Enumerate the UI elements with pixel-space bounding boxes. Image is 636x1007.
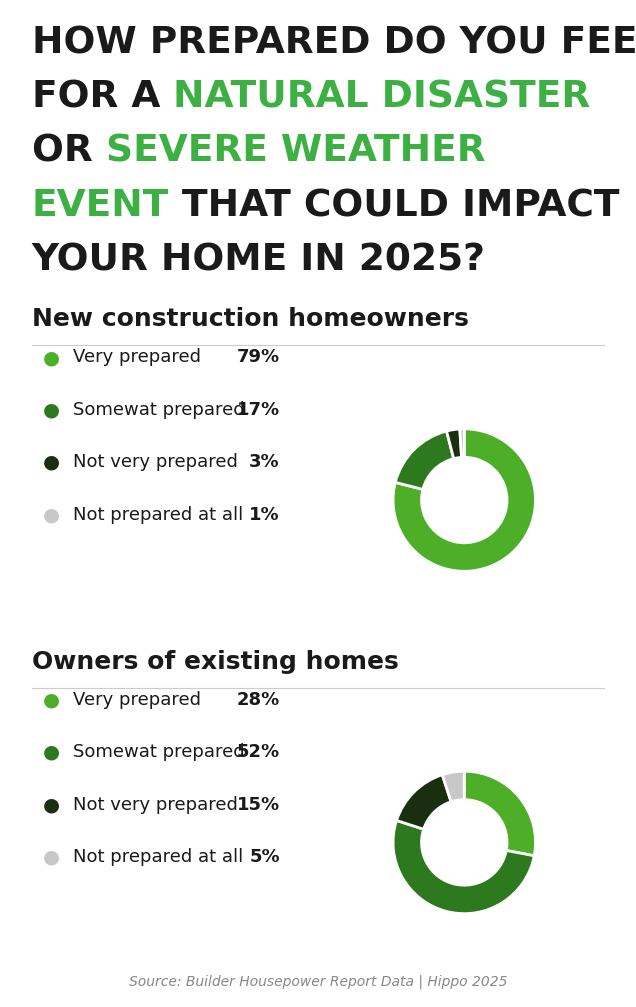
Text: FOR A: FOR A — [32, 80, 173, 116]
Wedge shape — [393, 821, 534, 913]
Text: Very prepared: Very prepared — [73, 348, 201, 367]
Text: HOW PREPARED DO YOU FEEL: HOW PREPARED DO YOU FEEL — [32, 25, 636, 61]
Text: 17%: 17% — [237, 401, 280, 419]
Text: 5%: 5% — [249, 848, 280, 866]
Wedge shape — [396, 774, 451, 829]
Text: Somewat prepared: Somewat prepared — [73, 401, 245, 419]
Text: ●: ● — [43, 691, 59, 709]
Wedge shape — [442, 771, 464, 802]
Text: 28%: 28% — [237, 691, 280, 709]
Text: EVENT: EVENT — [32, 188, 169, 225]
Text: SEVERE WEATHER: SEVERE WEATHER — [106, 134, 485, 170]
Text: ●: ● — [43, 453, 59, 471]
Wedge shape — [446, 429, 462, 458]
Text: 79%: 79% — [237, 348, 280, 367]
Wedge shape — [460, 429, 464, 457]
Text: OR: OR — [32, 134, 106, 170]
Text: YOUR HOME IN 2025?: YOUR HOME IN 2025? — [32, 243, 486, 279]
Text: Very prepared: Very prepared — [73, 691, 201, 709]
Wedge shape — [396, 431, 453, 489]
Text: 15%: 15% — [237, 796, 280, 814]
Text: Not prepared at all: Not prepared at all — [73, 848, 244, 866]
Text: NATURAL DISASTER: NATURAL DISASTER — [173, 80, 590, 116]
Wedge shape — [393, 429, 536, 571]
Text: ●: ● — [43, 506, 59, 524]
Wedge shape — [464, 771, 536, 856]
Text: Source: Builder Housepower Report Data | Hippo 2025: Source: Builder Housepower Report Data |… — [128, 975, 508, 989]
Text: 3%: 3% — [249, 453, 280, 471]
Text: New construction homeowners: New construction homeowners — [32, 307, 469, 331]
Text: ●: ● — [43, 848, 59, 866]
Text: Not prepared at all: Not prepared at all — [73, 506, 244, 524]
Text: 52%: 52% — [237, 743, 280, 761]
Text: Somewat prepared: Somewat prepared — [73, 743, 245, 761]
Text: 1%: 1% — [249, 506, 280, 524]
Text: ●: ● — [43, 348, 59, 367]
Text: THAT COULD IMPACT: THAT COULD IMPACT — [169, 188, 619, 225]
Text: Not very prepared: Not very prepared — [73, 796, 238, 814]
Text: Owners of existing homes: Owners of existing homes — [32, 650, 399, 674]
Text: ●: ● — [43, 743, 59, 761]
Text: ●: ● — [43, 401, 59, 419]
Text: ●: ● — [43, 796, 59, 814]
Text: Not very prepared: Not very prepared — [73, 453, 238, 471]
